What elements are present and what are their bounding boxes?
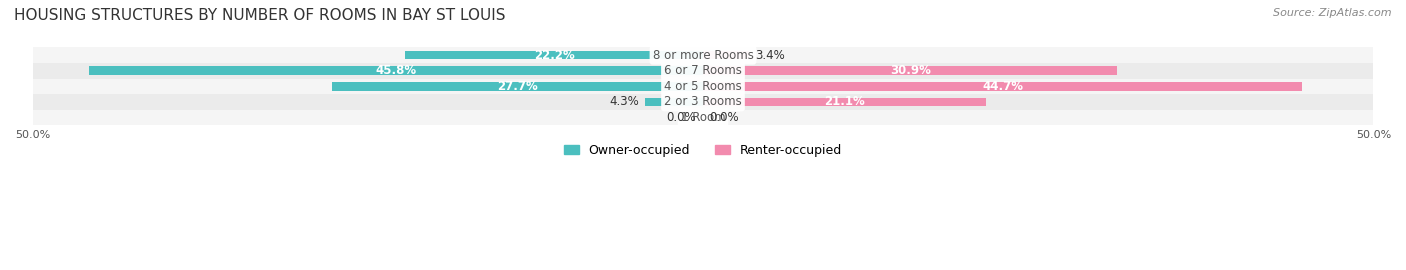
Text: 0.0%: 0.0% [666,111,696,124]
Bar [645,98,703,106]
Text: 44.7%: 44.7% [983,80,1024,93]
Bar [703,51,748,59]
Text: 21.1%: 21.1% [824,95,865,109]
Bar [32,79,1374,94]
Bar [32,110,1374,125]
Bar [703,66,1118,75]
Text: 30.9%: 30.9% [890,64,931,77]
Bar [703,98,986,106]
Text: 27.7%: 27.7% [496,80,537,93]
Text: 45.8%: 45.8% [375,64,416,77]
Text: 2 or 3 Rooms: 2 or 3 Rooms [664,95,742,109]
Text: Source: ZipAtlas.com: Source: ZipAtlas.com [1274,8,1392,18]
Bar [703,82,1302,91]
Text: 4.3%: 4.3% [609,95,638,109]
Text: 3.4%: 3.4% [755,49,785,62]
Text: 8 or more Rooms: 8 or more Rooms [652,49,754,62]
Bar [89,66,703,75]
Text: HOUSING STRUCTURES BY NUMBER OF ROOMS IN BAY ST LOUIS: HOUSING STRUCTURES BY NUMBER OF ROOMS IN… [14,8,506,23]
Bar [32,48,1374,63]
Bar [32,94,1374,110]
Bar [405,51,703,59]
Text: 22.2%: 22.2% [534,49,575,62]
Bar [332,82,703,91]
Text: 4 or 5 Rooms: 4 or 5 Rooms [664,80,742,93]
Text: 1 Room: 1 Room [681,111,725,124]
Text: 6 or 7 Rooms: 6 or 7 Rooms [664,64,742,77]
Text: 0.0%: 0.0% [710,111,740,124]
Legend: Owner-occupied, Renter-occupied: Owner-occupied, Renter-occupied [558,139,848,162]
Bar [32,63,1374,79]
